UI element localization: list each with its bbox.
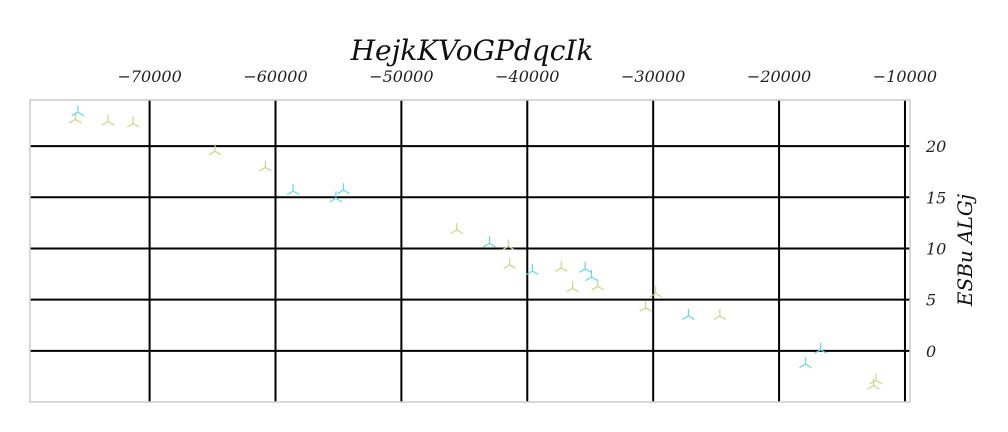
x-tick-labels: −70000 −60000 −50000 −40000 −30000 −20000 −100… — [117, 67, 937, 86]
data-point — [525, 263, 539, 275]
y-tick-label: 10 — [926, 239, 946, 258]
data-point — [591, 279, 605, 291]
data-point — [286, 184, 300, 196]
plot-frame — [29, 99, 911, 403]
data-point — [814, 342, 827, 354]
y-tick-label: 0 — [926, 342, 936, 361]
data-point — [566, 281, 579, 293]
data-point — [554, 260, 568, 272]
data-point — [869, 373, 883, 385]
y-tick-label: 20 — [925, 137, 946, 156]
x-tick-label: −70000 — [117, 67, 181, 86]
data-point — [578, 261, 592, 273]
x-tick-label: −30000 — [621, 67, 685, 86]
y-tick-label: 5 — [926, 291, 936, 310]
chart-title: HejkKVoGPdqcIk — [350, 34, 594, 67]
x-tick-label: −60000 — [243, 67, 307, 86]
x-tick-label: −50000 — [369, 67, 433, 86]
data-points — [68, 105, 883, 390]
data-point — [329, 191, 343, 203]
data-point — [450, 223, 464, 235]
data-point — [585, 270, 598, 282]
data-point — [337, 183, 350, 195]
data-point — [713, 309, 727, 321]
data-point — [101, 114, 115, 126]
data-point — [208, 144, 222, 156]
data-point — [502, 239, 515, 251]
data-point — [682, 309, 695, 321]
y-tick-label: 15 — [926, 188, 946, 207]
data-point — [867, 378, 880, 390]
y-axis-title: ESBu ALGj — [953, 194, 977, 307]
x-tick-label: −40000 — [495, 67, 559, 86]
data-point — [71, 105, 85, 117]
data-point — [799, 357, 812, 369]
x-tick-label: −20000 — [747, 67, 811, 86]
y-tick-labels: 0 5 10 15 20 — [925, 137, 946, 361]
data-point — [503, 257, 517, 269]
data-point — [259, 160, 272, 172]
grid-lines — [30, 100, 910, 402]
data-point — [649, 286, 663, 298]
data-point — [639, 300, 652, 312]
data-point — [483, 236, 496, 248]
data-point — [126, 116, 140, 128]
x-tick-label: −10000 — [873, 67, 937, 86]
